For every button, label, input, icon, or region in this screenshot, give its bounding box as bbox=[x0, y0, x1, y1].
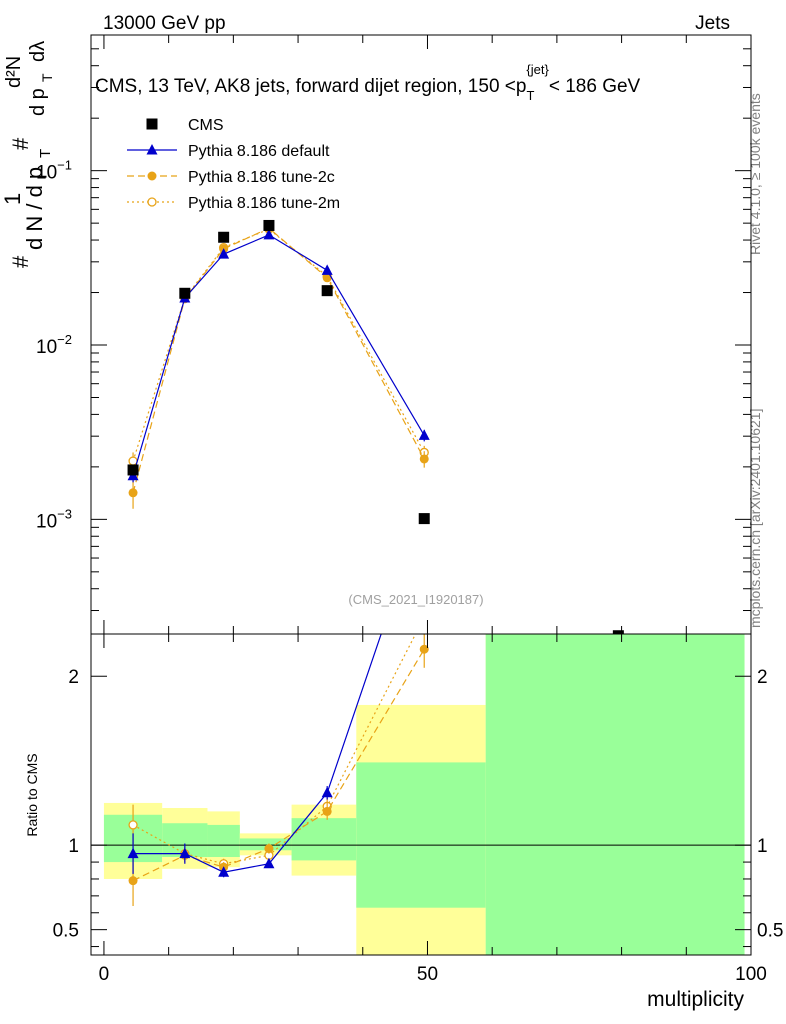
main-series-pythia-1 bbox=[127, 228, 430, 483]
ratio-y-axis-label: Ratio to CMS bbox=[24, 753, 40, 836]
x-tick-label: 100 bbox=[735, 964, 767, 985]
y-label-d2n: d²N bbox=[3, 56, 25, 88]
main-y-axis-label: # 1 d N / d p T # d²N d p T dλ bbox=[0, 41, 55, 268]
main-series-pythia-3 bbox=[128, 224, 429, 471]
main-series-line bbox=[132, 227, 425, 493]
legend-marker bbox=[146, 144, 158, 155]
main-point bbox=[179, 287, 191, 299]
title-tail: < 186 GeV bbox=[549, 76, 641, 97]
ratio-band-green bbox=[207, 824, 240, 858]
legend-label: CMS bbox=[188, 117, 224, 134]
y-label-one: 1 bbox=[0, 193, 25, 205]
main-y-tick-label: 10−3 bbox=[36, 506, 72, 532]
main-point bbox=[418, 429, 430, 440]
rivet-label: Rivet 4.1.0, ≥ 100k events bbox=[747, 93, 763, 255]
main-point bbox=[321, 285, 333, 297]
x-axis-label: multiplicity bbox=[647, 988, 744, 1011]
title-pt-sub: T bbox=[526, 88, 534, 103]
main-series-cms bbox=[127, 219, 624, 634]
ratio-y-tick-label-right: 1 bbox=[757, 836, 768, 857]
main-point bbox=[263, 228, 275, 240]
ratio-point bbox=[263, 857, 275, 869]
main-point bbox=[218, 248, 230, 259]
analysis-watermark: (CMS_2021_I1920187) bbox=[348, 592, 483, 607]
ratio-point bbox=[322, 806, 332, 816]
ratio-point bbox=[128, 820, 138, 830]
ratio-frame bbox=[90, 633, 752, 956]
main-panel: 10−1 10−2 10−3 bbox=[36, 34, 752, 635]
main-point bbox=[321, 264, 333, 275]
y-label-hash-1: # bbox=[8, 255, 33, 268]
ratio-series-line bbox=[132, 648, 425, 882]
title-pt: p bbox=[516, 76, 527, 97]
ratio-y-tick-label-left: 2 bbox=[68, 667, 79, 688]
main-point bbox=[322, 273, 332, 283]
plot-title: CMS, 13 TeV, AK8 jets, forward dijet reg… bbox=[95, 62, 641, 103]
main-series-line bbox=[132, 234, 425, 476]
ratio-y-tick-label-right: 0.5 bbox=[757, 921, 783, 942]
title-main: CMS, 13 TeV, AK8 jets, forward dijet reg… bbox=[95, 76, 516, 97]
y-label-dpt: d p bbox=[27, 88, 49, 116]
legend-item: CMS bbox=[146, 117, 224, 134]
ratio-y-tick-label-left: 1 bbox=[68, 836, 79, 857]
legend-label: Pythia 8.186 tune-2c bbox=[188, 169, 335, 186]
y-label-t-1: T bbox=[37, 149, 54, 158]
y-label-dn: d N / d p bbox=[22, 167, 47, 250]
y-label-dlambda: dλ bbox=[27, 41, 49, 62]
ratio-y-tick-label-right: 2 bbox=[757, 667, 768, 688]
category-label: Jets bbox=[695, 13, 730, 34]
legend: CMS Pythia 8.186 default Pythia 8.186 tune… bbox=[127, 117, 340, 212]
y-label-hash-2: # bbox=[8, 137, 33, 150]
legend-marker bbox=[146, 118, 158, 130]
ratio-band-green bbox=[291, 818, 357, 861]
ratio-point bbox=[420, 613, 428, 621]
ratio-point bbox=[127, 847, 139, 859]
ratio-point bbox=[321, 786, 333, 798]
ratio-series-line bbox=[132, 634, 417, 865]
ratio-point bbox=[419, 501, 430, 512]
main-y-tick-label: 10−2 bbox=[36, 332, 72, 358]
main-point bbox=[218, 231, 230, 243]
main-point bbox=[127, 464, 139, 476]
main-point bbox=[128, 456, 138, 466]
title-pt-sup: {jet} bbox=[526, 62, 549, 77]
main-point bbox=[128, 488, 138, 498]
y-label-t-2: T bbox=[39, 73, 55, 82]
x-tick-label: 0 bbox=[99, 964, 110, 985]
legend-item: Pythia 8.186 default bbox=[127, 143, 330, 160]
x-tick-label: 50 bbox=[417, 964, 438, 985]
ratio-band-green bbox=[239, 838, 292, 851]
main-point bbox=[418, 513, 430, 525]
legend-marker bbox=[147, 197, 157, 207]
ratio-series-line bbox=[133, 634, 382, 873]
ratio-panel: 0.5 0.5 1 1 2 2 0 50 100 Ratio to CMS multiplici… bbox=[24, 501, 783, 1011]
main-point bbox=[263, 219, 275, 231]
ratio-band-green bbox=[485, 634, 745, 955]
ratio-point bbox=[179, 847, 191, 859]
main-y-tick-label: 10−1 bbox=[36, 158, 72, 184]
ratio-point bbox=[264, 844, 274, 854]
legend-label: Pythia 8.186 tune-2m bbox=[188, 195, 340, 212]
ratio-series-pythia-1 bbox=[127, 501, 430, 878]
ratio-point bbox=[218, 866, 230, 877]
ratio-point bbox=[128, 876, 138, 886]
mcplots-label: mcplots.cern.ch [arXiv:2401.10621] bbox=[747, 409, 763, 628]
main-point bbox=[419, 454, 429, 464]
legend-item: Pythia 8.186 tune-2c bbox=[127, 169, 335, 186]
legend-item: Pythia 8.186 tune-2m bbox=[127, 195, 340, 212]
ratio-y-tick-label-left: 0.5 bbox=[53, 921, 79, 942]
ratio-series-pythia-2 bbox=[128, 634, 429, 907]
legend-label: Pythia 8.186 default bbox=[188, 143, 330, 160]
legend-marker bbox=[147, 171, 157, 181]
ratio-point bbox=[419, 644, 429, 654]
main-series-line bbox=[132, 228, 425, 462]
main-point bbox=[612, 630, 624, 634]
ratio-band-green bbox=[356, 762, 486, 908]
energy-label: 13000 GeV pp bbox=[103, 13, 226, 34]
